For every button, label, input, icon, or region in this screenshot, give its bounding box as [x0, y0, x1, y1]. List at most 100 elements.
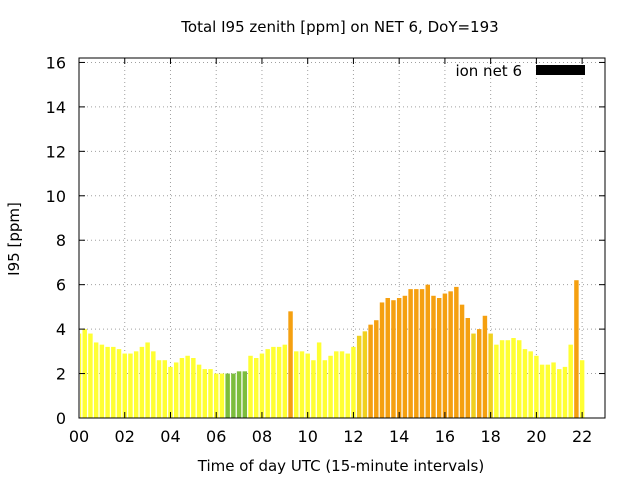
bar — [80, 333, 82, 418]
bar — [545, 364, 551, 418]
y-tick-label: 6 — [56, 276, 66, 295]
x-axis-label: Time of day UTC (15-minute intervals) — [197, 457, 484, 475]
bar — [505, 340, 511, 418]
bar — [111, 346, 116, 418]
y-tick-label: 4 — [56, 320, 66, 339]
bar — [173, 362, 179, 418]
bar — [322, 360, 328, 418]
y-tick-label: 14 — [46, 98, 66, 117]
bar — [436, 298, 442, 418]
bar — [465, 318, 471, 418]
bar — [219, 373, 225, 418]
bar — [351, 346, 356, 418]
bar — [528, 351, 533, 418]
y-tick-label: 12 — [46, 142, 66, 161]
bar — [408, 289, 413, 418]
bar — [374, 320, 379, 418]
bar — [471, 333, 476, 418]
bar — [105, 346, 110, 418]
bar — [339, 351, 345, 418]
bar — [551, 362, 556, 418]
bar — [145, 342, 150, 418]
x-tick-label: 06 — [206, 427, 226, 446]
x-tick-label: 02 — [115, 427, 135, 446]
bar — [236, 371, 242, 418]
x-tick-label: 18 — [480, 427, 500, 446]
bar — [299, 351, 305, 418]
bar — [379, 302, 385, 418]
x-tick-label: 08 — [252, 427, 272, 446]
x-tick-label: 00 — [69, 427, 89, 446]
x-tick-label: 12 — [343, 427, 363, 446]
x-tick-label: 14 — [389, 427, 409, 446]
bar — [557, 369, 562, 418]
bar — [208, 369, 213, 418]
chart-title: Total I95 zenith [ppm] on NET 6, DoY=193 — [180, 18, 498, 36]
bar — [356, 335, 362, 418]
bar — [534, 355, 539, 418]
bar — [162, 360, 167, 418]
bar — [328, 355, 333, 418]
bar — [568, 344, 573, 418]
bar — [128, 353, 133, 418]
bar — [517, 340, 522, 418]
y-axis-label: I95 [ppm] — [5, 202, 23, 276]
bar — [99, 344, 105, 418]
bars-group — [80, 280, 585, 418]
bar — [196, 364, 202, 418]
bar — [248, 355, 253, 418]
y-tick-label: 2 — [56, 365, 66, 384]
bar — [265, 349, 270, 418]
bar — [494, 344, 499, 418]
bar — [334, 351, 339, 418]
bar — [168, 366, 173, 418]
bar — [271, 346, 276, 418]
bar — [93, 342, 99, 418]
bar — [133, 351, 139, 418]
bar — [225, 373, 230, 418]
legend-label: ion net 6 — [455, 62, 522, 80]
bar — [139, 346, 145, 418]
bar — [419, 289, 425, 418]
legend: ion net 6 — [455, 62, 585, 80]
bar — [499, 340, 505, 418]
bar — [454, 286, 459, 418]
bar — [362, 331, 368, 418]
y-tick-label: 10 — [46, 187, 66, 206]
bar — [425, 284, 430, 418]
bar — [511, 338, 516, 418]
y-tick-label: 16 — [46, 53, 66, 72]
bar — [282, 344, 288, 418]
bar — [179, 358, 185, 418]
bar — [191, 358, 196, 418]
bar — [476, 329, 482, 418]
bar — [414, 289, 419, 418]
bar — [122, 353, 127, 418]
bar — [562, 366, 568, 418]
bar — [213, 373, 219, 418]
bar — [391, 300, 396, 418]
bar — [522, 349, 528, 418]
x-tick-label: 16 — [435, 427, 455, 446]
bar — [396, 298, 402, 418]
bar — [276, 346, 282, 418]
bar — [185, 355, 190, 418]
plot-frame — [78, 57, 606, 419]
y-tick-label: 8 — [56, 231, 66, 250]
bar — [305, 353, 310, 418]
bar — [368, 324, 373, 418]
bar — [459, 304, 465, 418]
bar — [482, 315, 488, 418]
bar — [316, 342, 322, 418]
x-tick-label: 20 — [526, 427, 546, 446]
bar — [202, 369, 208, 418]
x-tick-label: 04 — [160, 427, 180, 446]
bar — [448, 291, 453, 418]
bar — [539, 364, 545, 418]
bar — [288, 311, 293, 418]
bar — [402, 295, 408, 418]
bar — [345, 353, 350, 418]
bar — [431, 295, 436, 418]
x-tick-label: 22 — [572, 427, 592, 446]
